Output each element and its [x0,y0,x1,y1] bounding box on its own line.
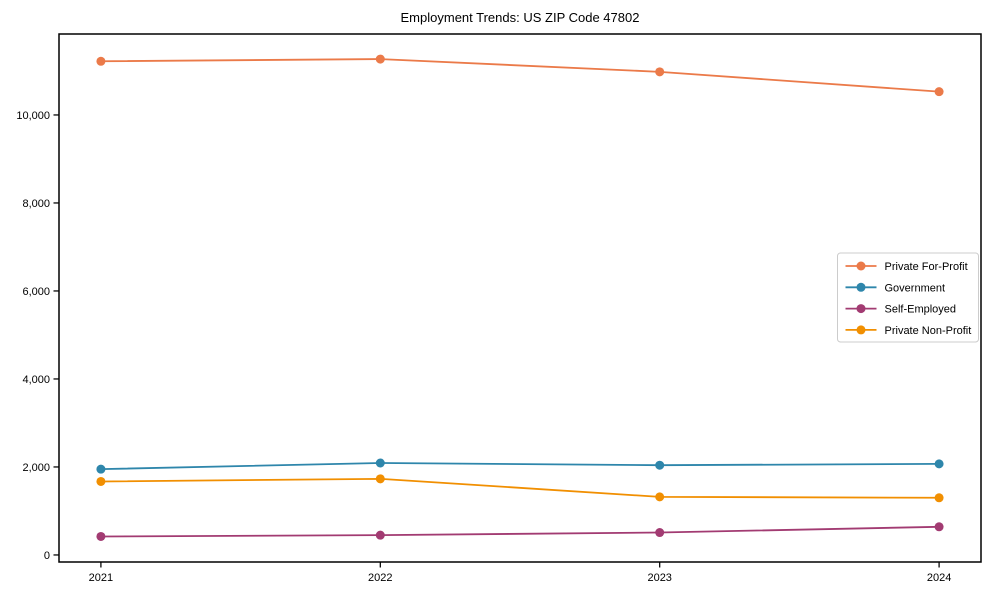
legend-label: Self-Employed [885,304,957,316]
data-point-marker [375,530,385,540]
y-tick-label: 10,000 [16,110,50,122]
legend-marker [856,325,866,335]
series-line [100,477,940,499]
legend-item: Private Non-Profit [845,325,972,337]
legend-box [837,252,979,343]
data-point-marker [375,474,385,484]
y-tick-label: 6,000 [22,286,50,298]
series-line [100,462,940,471]
data-point-marker [655,528,665,538]
data-point-marker [934,87,944,97]
series-line [100,525,940,538]
plot-frame [58,33,982,563]
x-tick-label: 2023 [647,572,671,584]
x-tick-label: 2024 [927,572,951,584]
legend-marker [856,282,866,292]
data-point-marker [934,493,944,503]
legend-label: Government [885,282,946,294]
x-tick-label: 2021 [89,572,113,584]
data-point-marker [934,522,944,532]
legend-marker [856,304,866,314]
legend-label: Private Non-Profit [885,325,972,337]
data-point-marker [96,56,106,66]
legend-marker [856,261,866,271]
data-point-marker [375,458,385,468]
data-point-marker [96,476,106,486]
x-tick-label: 2022 [368,572,392,584]
legend-item: Private For-Profit [845,261,968,273]
data-point-marker [375,54,385,64]
y-tick-label: 2,000 [22,462,50,474]
data-point-marker [934,459,944,469]
y-tick-label: 8,000 [22,198,50,210]
data-point-marker [96,531,106,541]
legend: Private For-Profit Government Self-Employe… [837,252,979,343]
y-tick-label: 4,000 [22,374,50,386]
data-point-marker [655,492,665,502]
legend-item: Government [845,282,946,294]
data-point-marker [655,460,665,470]
legend-label: Private For-Profit [885,261,968,273]
y-tick-label: 0 [44,550,50,562]
series-line [100,58,940,93]
chart-title: Employment Trends: US ZIP Code 47802 [400,10,640,25]
data-point-marker [655,67,665,77]
legend-item: Self-Employed [845,304,957,316]
data-point-marker [96,464,106,474]
